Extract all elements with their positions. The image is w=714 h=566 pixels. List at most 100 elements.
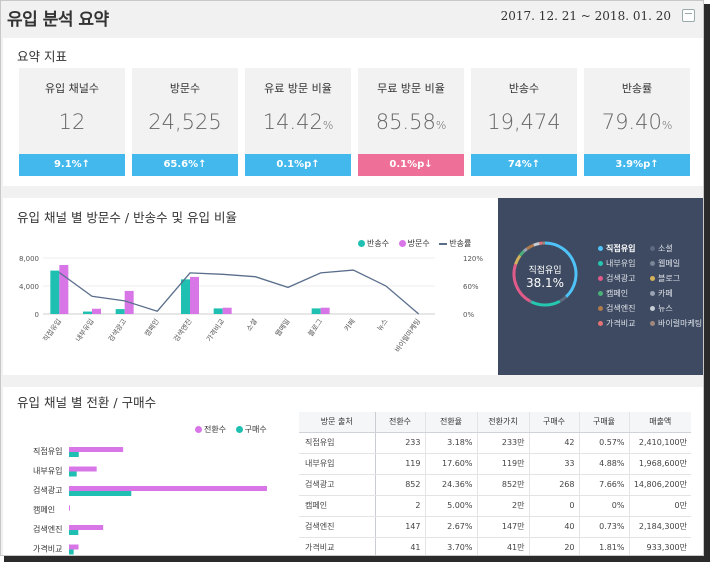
bar-visits (92, 308, 101, 314)
bar-conversions (69, 505, 70, 511)
legend-purchases[interactable]: 구매수 (244, 425, 267, 434)
donut-legend-item[interactable]: 카페 (650, 288, 673, 299)
x-tick-label: 웹메일 (273, 317, 291, 338)
table-cell: 14,806,200만 (629, 474, 691, 496)
kpi-change-badge: 65.6%↑ (132, 154, 238, 176)
col-revenue[interactable]: 매출액 (629, 412, 691, 433)
y-tick-left: 4,000 (19, 283, 39, 291)
legend-bounces[interactable]: 반송수 (367, 239, 390, 248)
donut-legend-item[interactable]: 뉴스 (650, 303, 673, 314)
table-cell: 42 (529, 432, 580, 454)
donut-legend-item[interactable]: 가격비교 (598, 318, 635, 329)
summary-panel: 요약 지표 유입 채널수 12 9.1%↑ 방문수 24,525 65.6%↑ … (3, 38, 703, 186)
bar-conversions (69, 544, 79, 550)
x-tick-label: 내부유입 (73, 317, 95, 343)
table-row[interactable]: 검색엔진 147 2.67% 147만 40 0.73% 2,184,300만 (299, 516, 691, 538)
table-cell: 검색엔진 (299, 516, 376, 538)
donut-slice (533, 242, 540, 247)
legend-conversions[interactable]: 전환수 (204, 425, 227, 434)
donut-legend-item[interactable]: 검색엔진 (598, 303, 635, 314)
frame-shadow-right (704, 4, 710, 560)
table-cell: 268 (529, 474, 580, 496)
dashboard-window: 유입 분석 요약 2017. 12. 21 ~ 2018. 01. 20 요약 … (0, 0, 704, 556)
donut-slice (518, 250, 525, 257)
conversion-table: 방문 출처 전환수 전환율 전환가치 구매수 구매율 매출액 직접유입 233 3.… (299, 412, 691, 555)
donut-legend-item[interactable]: 웹메일 (650, 258, 680, 269)
col-purchases[interactable]: 구매수 (529, 412, 580, 433)
legend-bounce-rate[interactable]: 반송률 (449, 239, 472, 248)
kpi-change-badge: 9.1%↑ (19, 154, 125, 176)
table-row[interactable]: 가격비교 41 3.70% 41만 20 1.81% 933,300만 (299, 537, 691, 555)
donut-legend-item[interactable]: 소셜 (650, 243, 673, 254)
table-row[interactable]: 내부유입 119 17.60% 119만 33 4.88% 1,968,600만 (299, 453, 691, 475)
bar-conversions (69, 486, 267, 491)
donut-legend-item[interactable]: 검색광고 (598, 273, 635, 284)
table-cell: 2 (375, 495, 426, 517)
table-cell: 2만 (477, 495, 530, 517)
donut-legend-item[interactable]: 캠페인 (598, 288, 628, 299)
donut-slice (559, 295, 568, 303)
kpi-label: 방문수 (169, 82, 201, 95)
y-tick-right: 120% (463, 255, 483, 263)
calendar-icon[interactable] (682, 9, 695, 22)
frame-shadow-bottom (4, 556, 710, 562)
x-tick-label: 검색광고 (106, 317, 128, 344)
table-row[interactable]: 검색광고 852 24.36% 852만 268 7.66% 14,806,200만 (299, 474, 691, 496)
kpi-card-visits: 방문수 24,525 65.6%↑ (132, 68, 238, 176)
x-tick-label: 바이럴마케팅 (393, 317, 423, 354)
channel-section-title: 유입 채널 별 방문수 / 반송수 및 유입 비율 (17, 210, 237, 225)
donut-legend-label: 뉴스 (658, 304, 673, 313)
bar-bounces (311, 308, 321, 314)
y-tick-left: 8,000 (19, 255, 39, 263)
legend-visits[interactable]: 방문수 (407, 239, 430, 248)
donut-center-label: 직접유입 (528, 266, 562, 276)
kpi-change-badge: 0.1%p↓ (358, 154, 464, 176)
donut-legend-item[interactable]: 바이럴마케팅 (650, 318, 702, 329)
x-tick-label: 블로그 (306, 317, 325, 338)
donut-legend-label: 가격비교 (606, 319, 636, 328)
col-conversion-value[interactable]: 전환가치 (477, 412, 530, 433)
table-row[interactable]: 직접유입 233 3.18% 233만 42 0.57% 2,410,100만 (299, 432, 691, 454)
table-cell: 233만 (477, 432, 530, 454)
x-tick-label: 소셜 (244, 317, 259, 333)
bar-conversions (69, 466, 97, 472)
bar-bounces (213, 308, 223, 314)
channel-chart-panel: 유입 채널 별 방문수 / 반송수 및 유입 비율 반송수 방문수 반송률 0 4… (3, 198, 498, 375)
kpi-label: 무료 방문 비율 (377, 82, 445, 95)
table-cell: 2,184,300만 (629, 516, 691, 538)
kpi-card-bounce-rate: 반송률 79.40% 3.9%p↑ (584, 68, 690, 176)
table-cell: 1.81% (579, 537, 630, 555)
donut-slice (526, 243, 535, 251)
x-tick-label: 직접유입 (41, 317, 63, 343)
table-cell: 0.57% (579, 432, 630, 454)
donut-legend-label: 검색엔진 (606, 304, 636, 313)
table-cell: 40 (529, 516, 580, 538)
y-category-label: 검색광고 (33, 485, 62, 495)
table-cell: 7.66% (579, 474, 630, 496)
donut-legend-item[interactable]: 내부유입 (598, 258, 635, 269)
table-row[interactable]: 캠페인 2 5.00% 2만 0 0% 0만 (299, 495, 691, 517)
col-purchase-rate[interactable]: 구매율 (579, 412, 630, 433)
col-conversion-rate[interactable]: 전환율 (425, 412, 478, 433)
col-conversions[interactable]: 전환수 (375, 412, 426, 433)
bar-purchases (69, 452, 79, 457)
date-range[interactable]: 2017. 12. 21 ~ 2018. 01. 20 (500, 9, 671, 23)
table-cell: 119 (375, 453, 426, 475)
bar-bounces (181, 279, 190, 314)
legend-dot-icon (598, 291, 603, 296)
donut-slice (544, 241, 578, 298)
col-source[interactable]: 방문 출처 (299, 412, 376, 433)
donut-legend-item[interactable]: 블로그 (650, 273, 680, 284)
bar-purchases (69, 491, 132, 496)
kpi-label: 반송수 (508, 82, 540, 95)
table-cell: 33 (529, 453, 580, 475)
channel-share-panel: 직접유입 38.1% 직접유입 소셜 내부유입 웹메일 검색광고 블로그 캠페인 카페 검색엔진… (498, 198, 703, 375)
legend-visits-dot (398, 240, 406, 247)
donut-legend-item[interactable]: 직접유입 (598, 243, 635, 254)
table-cell: 4.88% (579, 453, 630, 475)
kpi-value: 85.58% (375, 110, 447, 134)
table-cell: 직접유입 (299, 432, 376, 454)
donut-legend-label: 블로그 (658, 274, 681, 283)
legend-dot-icon (650, 246, 655, 251)
